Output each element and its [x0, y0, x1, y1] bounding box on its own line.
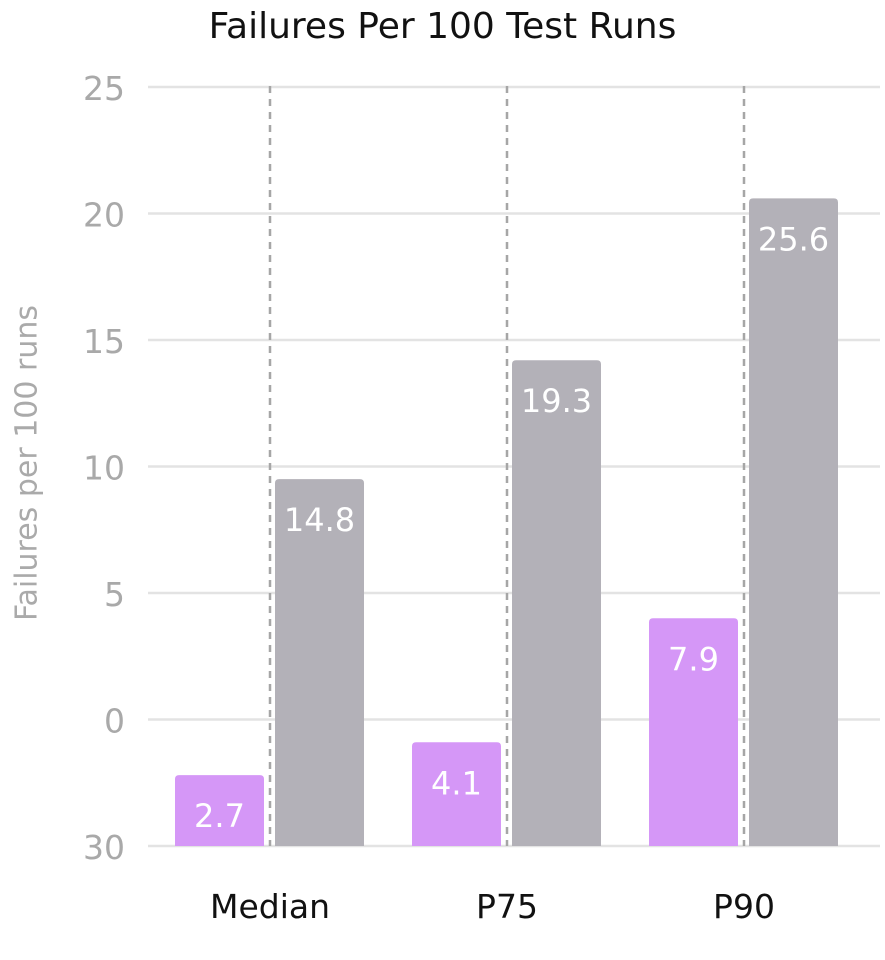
bar-value-label: 4.1 — [431, 764, 482, 802]
y-tick-label: 10 — [83, 449, 125, 488]
bar-value-label: 7.9 — [668, 640, 719, 678]
y-tick-label: 5 — [104, 575, 125, 614]
y-tick-label: 20 — [83, 196, 125, 235]
y-tick-label: 30 — [83, 828, 125, 867]
bar-value-label: 14.8 — [284, 501, 355, 539]
bar-purple — [412, 742, 501, 846]
bar-value-label: 2.7 — [194, 797, 245, 835]
bar-gray — [275, 479, 364, 846]
chart-title: Failures Per 100 Test Runs — [208, 6, 677, 47]
y-tick-label: 15 — [83, 322, 125, 361]
bar-gray — [512, 360, 601, 846]
x-tick-label: P90 — [713, 887, 775, 926]
bar-purple — [175, 775, 264, 846]
x-tick-label: Median — [210, 887, 330, 926]
bar-value-label: 19.3 — [521, 382, 592, 420]
bar-purple — [649, 618, 738, 846]
y-tick-label: 0 — [104, 702, 125, 741]
bar-gray — [749, 198, 838, 846]
bar-value-label: 25.6 — [758, 220, 829, 258]
x-tick-label: P75 — [476, 887, 538, 926]
y-tick-label: 25 — [83, 69, 125, 108]
